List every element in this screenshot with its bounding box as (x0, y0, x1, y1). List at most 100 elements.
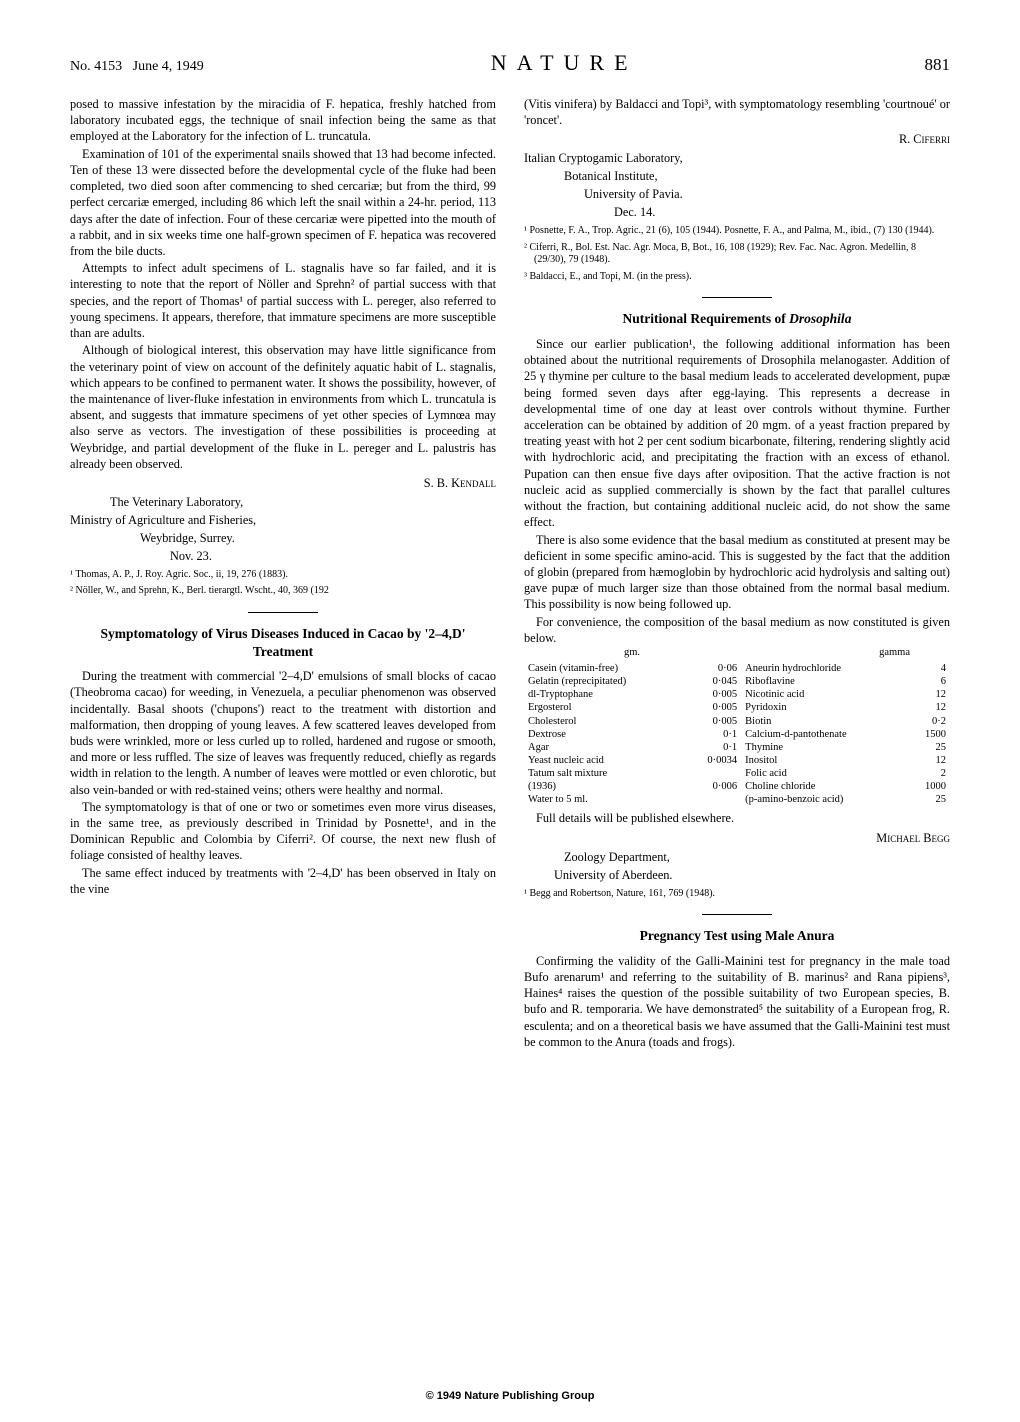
table-cell: dl-Tryptophane (524, 688, 684, 701)
affiliation-line: Weybridge, Surrey. (140, 531, 496, 547)
table-cell: 1500 (906, 728, 950, 741)
reference-line: ¹ Thomas, A. P., J. Roy. Agric. Soc., ii… (70, 569, 496, 582)
affiliation-line: The Veterinary Laboratory, (110, 495, 496, 511)
table-cell: Agar (524, 741, 684, 754)
table-cell: Cholesterol (524, 715, 684, 728)
reference-line: ² Nöller, W., and Sprehn, K., Berl. tier… (70, 585, 496, 598)
author-signature: Michael Begg (524, 831, 950, 846)
table-row: Water to 5 ml.(p-amino-benzoic acid)25 (524, 793, 950, 806)
table-cell: 0·1 (684, 741, 741, 754)
table-row: Dextrose0·1Calcium-d-pantothenate1500 (524, 728, 950, 741)
body-paragraph: Examination of 101 of the experimental s… (70, 146, 496, 260)
table-cell: Biotin (741, 715, 906, 728)
page-header: No. 4153 June 4, 1949 NATURE 881 (70, 50, 950, 76)
table-cell: Aneurin hydrochloride (741, 662, 906, 675)
body-paragraph: (Vitis vinifera) by Baldacci and Topi³, … (524, 96, 950, 128)
table-cell: Nicotinic acid (741, 688, 906, 701)
body-paragraph: During the treatment with commercial '2–… (70, 668, 496, 798)
table-cell: Riboflavine (741, 675, 906, 688)
table-row: Yeast nucleic acid0·0034Inositol12 (524, 754, 950, 767)
table-cell: 12 (906, 688, 950, 701)
table-cell: 12 (906, 754, 950, 767)
table-head-left: gm. (624, 647, 640, 658)
table-row: Tatum salt mixture Folic acid2 (524, 767, 950, 780)
table-cell: 0·1 (684, 728, 741, 741)
table-row: dl-Tryptophane0·005Nicotinic acid12 (524, 688, 950, 701)
table-cell: 4 (906, 662, 950, 675)
article-title: Pregnancy Test using Male Anura (524, 927, 950, 945)
table-cell: Tatum salt mixture (524, 767, 684, 780)
table-cell (684, 767, 741, 780)
journal-title: NATURE (491, 50, 638, 76)
affiliation-date: Dec. 14. (614, 205, 950, 221)
table-cell: Choline chloride (741, 780, 906, 793)
body-paragraph: Since our earlier publication¹, the foll… (524, 336, 950, 531)
body-paragraph: Full details will be published elsewhere… (524, 810, 950, 826)
table-cell: 2 (906, 767, 950, 780)
affiliation-line: Zoology Department, (564, 850, 950, 866)
section-divider (702, 297, 772, 298)
affiliation-line: University of Aberdeen. (554, 868, 950, 884)
table-cell: 25 (906, 793, 950, 806)
body-paragraph: The same effect induced by treatments wi… (70, 865, 496, 897)
table-cell: Gelatin (reprecipitated) (524, 675, 684, 688)
table-cell: Thymine (741, 741, 906, 754)
section-divider (248, 612, 318, 613)
table-cell: 6 (906, 675, 950, 688)
affiliation-line: Italian Cryptogamic Laboratory, (524, 151, 950, 167)
two-column-layout: posed to massive infestation by the mira… (70, 96, 950, 1051)
table-cell: Pyridoxin (741, 701, 906, 714)
section-divider (702, 914, 772, 915)
affiliation-line: Botanical Institute, (564, 169, 950, 185)
left-column: posed to massive infestation by the mira… (70, 96, 496, 1051)
table-cell: 0·005 (684, 715, 741, 728)
table-cell: 0·005 (684, 688, 741, 701)
table-cell: 0·006 (684, 780, 741, 793)
table-cell: Casein (vitamin-free) (524, 662, 684, 675)
table-cell: 0·06 (684, 662, 741, 675)
table-cell (684, 793, 741, 806)
reference-line: ¹ Begg and Robertson, Nature, 161, 769 (… (524, 888, 950, 901)
table-cell: 0·2 (906, 715, 950, 728)
table-head-right: gamma (879, 647, 910, 658)
table-header-row: gm. gamma (524, 647, 950, 658)
table-cell: 12 (906, 701, 950, 714)
table-cell: Water to 5 ml. (524, 793, 684, 806)
title-text: Nutritional Requirements of Drosophila (623, 311, 852, 326)
table-row: Gelatin (reprecipitated)0·045Riboflavine… (524, 675, 950, 688)
table-cell: 1000 (906, 780, 950, 793)
body-paragraph: For convenience, the composition of the … (524, 614, 950, 646)
page-number: 881 (924, 55, 950, 75)
reference-line: ³ Baldacci, E., and Topi, M. (in the pre… (524, 271, 950, 284)
page: No. 4153 June 4, 1949 NATURE 881 posed t… (0, 0, 1020, 1422)
issue-date: June 4, 1949 (133, 59, 204, 74)
table-cell: 0·045 (684, 675, 741, 688)
body-paragraph: There is also some evidence that the bas… (524, 532, 950, 613)
table-cell: Dextrose (524, 728, 684, 741)
affiliation-line: Ministry of Agriculture and Fisheries, (70, 513, 496, 529)
body-paragraph: Attempts to infect adult specimens of L.… (70, 260, 496, 341)
body-paragraph: Although of biological interest, this ob… (70, 342, 496, 472)
author-signature: R. Ciferri (524, 132, 950, 147)
table-cell: Ergosterol (524, 701, 684, 714)
body-paragraph: posed to massive infestation by the mira… (70, 96, 496, 145)
table-cell: 0·0034 (684, 754, 741, 767)
article-title: Symptomatology of Virus Diseases Induced… (70, 625, 496, 660)
affiliation-date: Nov. 23. (170, 549, 496, 565)
reference-line: ¹ Posnette, F. A., Trop. Agric., 21 (6),… (524, 225, 950, 238)
table-cell: Calcium-d-pantothenate (741, 728, 906, 741)
affiliation-line: University of Pavia. (584, 187, 950, 203)
table-cell: 25 (906, 741, 950, 754)
table-row: Casein (vitamin-free)0·06Aneurin hydroch… (524, 662, 950, 675)
composition-table: Casein (vitamin-free)0·06Aneurin hydroch… (524, 662, 950, 806)
reference-line: ² Ciferri, R., Bol. Est. Nac. Agr. Moca,… (524, 242, 950, 267)
table-row: Cholesterol0·005Biotin0·2 (524, 715, 950, 728)
table-cell: (1936) (524, 780, 684, 793)
table-cell: Folic acid (741, 767, 906, 780)
copyright-notice: © 1949 Nature Publishing Group (0, 1390, 1020, 1402)
right-column: (Vitis vinifera) by Baldacci and Topi³, … (524, 96, 950, 1051)
article-title: Nutritional Requirements of Drosophila (524, 310, 950, 328)
table-cell: Yeast nucleic acid (524, 754, 684, 767)
body-paragraph: The symptomatology is that of one or two… (70, 799, 496, 864)
table-row: (1936)0·006Choline chloride1000 (524, 780, 950, 793)
